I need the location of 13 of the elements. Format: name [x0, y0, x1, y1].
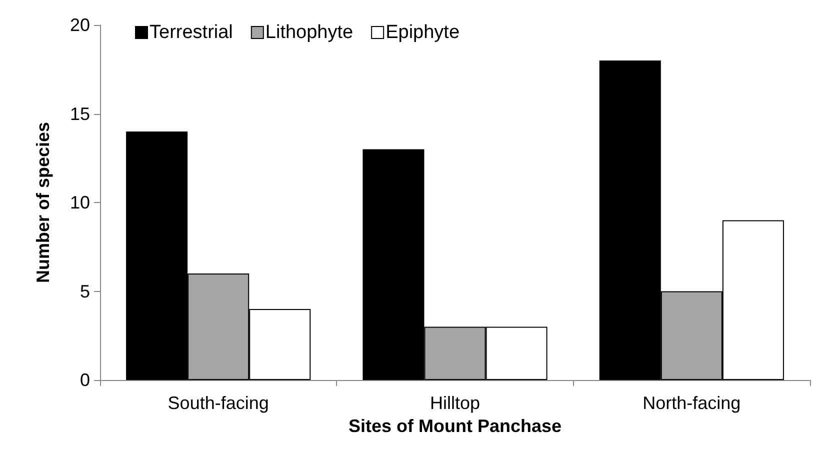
y-tick-label: 5: [80, 281, 90, 302]
y-axis-title: Number of species: [33, 122, 53, 284]
x-tick-label: Hilltop: [430, 393, 480, 413]
legend-label: Epiphyte: [386, 22, 460, 43]
y-tick-label: 0: [80, 370, 90, 390]
x-tick-label: North-facing: [642, 393, 741, 413]
y-tick-label: 20: [70, 15, 90, 35]
y-tick-label: 10: [70, 192, 90, 212]
y-tick-label: 15: [70, 104, 90, 124]
x-axis-title: Sites of Mount Panchase: [348, 416, 562, 436]
legend-label: Lithophyte: [265, 22, 354, 43]
legend-label: Terrestrial: [150, 22, 233, 43]
x-tick-label: South-facing: [168, 393, 269, 413]
